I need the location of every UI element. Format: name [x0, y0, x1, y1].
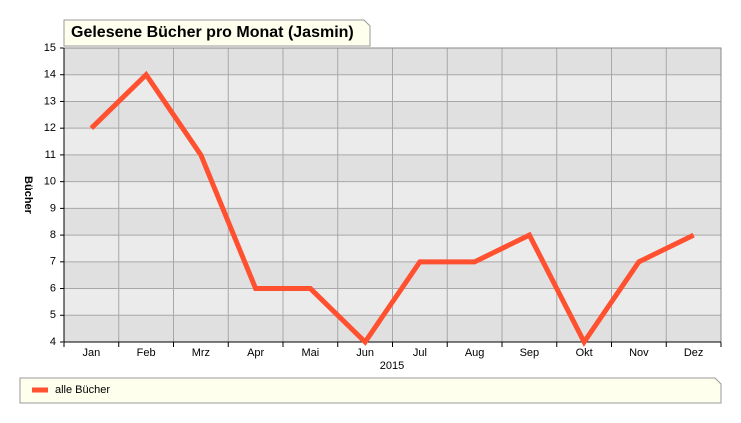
y-tick-label: 6	[50, 282, 56, 294]
y-tick-label: 8	[50, 229, 56, 241]
y-tick-label: 14	[44, 69, 56, 81]
chart-title: Gelesene Bücher pro Monat (Jasmin)	[71, 24, 354, 41]
x-tick-label: Sep	[520, 347, 540, 359]
y-tick-label: 15	[44, 42, 56, 54]
x-tick-label: Feb	[137, 347, 156, 359]
y-axis-label: Bücher	[22, 176, 34, 215]
data-line	[89, 70, 695, 347]
x-tick-label: Aug	[465, 347, 485, 359]
y-tick-label: 4	[50, 336, 56, 348]
title-box	[63, 19, 371, 47]
x-tick-label: Apr	[247, 347, 264, 359]
y-tick-label: 11	[45, 149, 56, 161]
x-tick-label: Jul	[413, 347, 427, 359]
x-tick-label: Dez	[684, 347, 704, 359]
x-axis-label: 2015	[380, 360, 404, 372]
legend-label: alle Bücher	[55, 384, 110, 396]
x-tick-label: Mrz	[192, 347, 210, 359]
y-tick-label: 10	[44, 176, 56, 188]
legend-box	[19, 377, 722, 404]
x-tick-label: Okt	[576, 347, 593, 359]
plot-background	[64, 47, 721, 343]
y-tick-label: 7	[50, 256, 56, 268]
x-tick-label: Jun	[356, 347, 374, 359]
y-tick-label: 5	[50, 309, 56, 321]
x-tick-label: Jan	[83, 347, 101, 359]
y-tick-label: 12	[44, 122, 56, 134]
y-tick-label: 9	[50, 202, 56, 214]
y-tick-label: 13	[44, 95, 56, 107]
x-tick-label: Nov	[629, 347, 649, 359]
x-tick-label: Mai	[302, 347, 320, 359]
